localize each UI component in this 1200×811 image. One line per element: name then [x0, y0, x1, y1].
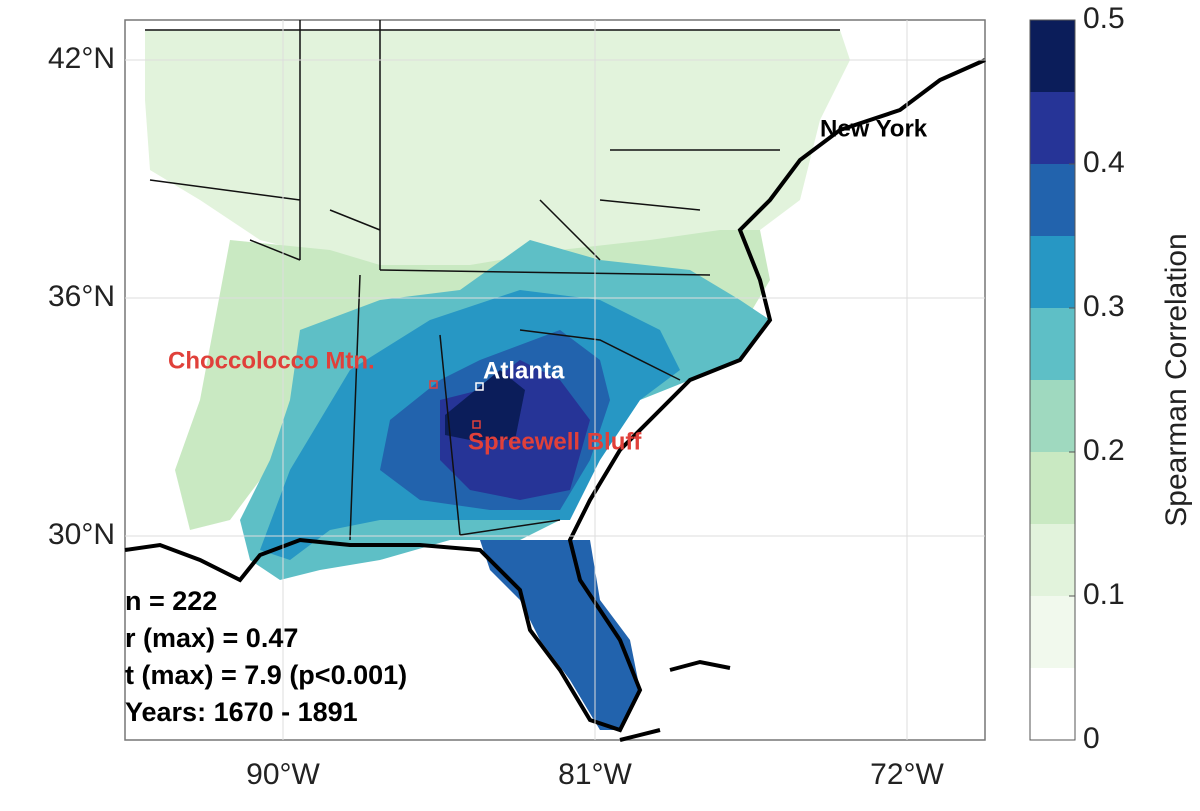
colorbar-tick-label: 0.3	[1083, 290, 1125, 323]
site-marker	[475, 382, 484, 391]
region-max	[445, 370, 525, 440]
dynamic-layer: 42°N 36°N 30°N 90°W 81°W 72°W New York Atlanta C…	[48, 2, 1193, 791]
place-label: Choccolocco Mtn.	[168, 347, 375, 374]
stat-text: t (max) = 7.9 (p<0.001)	[125, 660, 407, 690]
colorbar-segment	[1030, 668, 1075, 740]
colorbar-segment	[1030, 380, 1075, 452]
region-low	[145, 30, 850, 280]
colorbar-tick-label: 0.5	[1083, 2, 1125, 35]
place-label: New York	[820, 115, 928, 142]
stat-text: n = 222	[125, 586, 217, 616]
lon-tick-label: 90°W	[246, 758, 320, 791]
islands	[619, 659, 731, 742]
stat-text: Years: 1670 - 1891	[125, 697, 358, 727]
colorbar-tick-label: 0.2	[1083, 434, 1125, 467]
state-borders	[145, 20, 840, 541]
colorbar-segment	[1030, 164, 1075, 236]
place-label: Spreewell Bluff	[468, 428, 642, 455]
colorbar-segment	[1030, 236, 1075, 308]
colorbar-frame	[1029, 19, 1076, 741]
colorbar-segment	[1030, 20, 1075, 92]
lat-tick-label: 42°N	[48, 42, 115, 75]
colorbar-segment	[1030, 308, 1075, 380]
colorbar-segment	[1030, 452, 1075, 524]
site-marker	[472, 420, 481, 429]
colorbar-segment	[1030, 596, 1075, 668]
colorbar-segment	[1030, 524, 1075, 596]
lon-tick-label: 72°W	[870, 758, 944, 791]
map-area	[124, 19, 986, 742]
lon-tick-label: 81°W	[558, 758, 632, 791]
colorbar-tick-label: 0	[1083, 722, 1100, 755]
colorbar-tick-label: 0.4	[1083, 146, 1125, 179]
place-label: Atlanta	[483, 357, 565, 384]
stat-text: r (max) = 0.47	[125, 623, 298, 653]
lat-tick-label: 30°N	[48, 518, 115, 551]
lat-tick-label: 36°N	[48, 280, 115, 313]
coastline	[124, 58, 986, 733]
site-marker	[429, 380, 438, 389]
colorbar-segment	[1030, 92, 1075, 164]
colorbar-label: Spearman Correlation	[1160, 233, 1193, 526]
colorbar-tick-label: 0.1	[1083, 578, 1125, 611]
